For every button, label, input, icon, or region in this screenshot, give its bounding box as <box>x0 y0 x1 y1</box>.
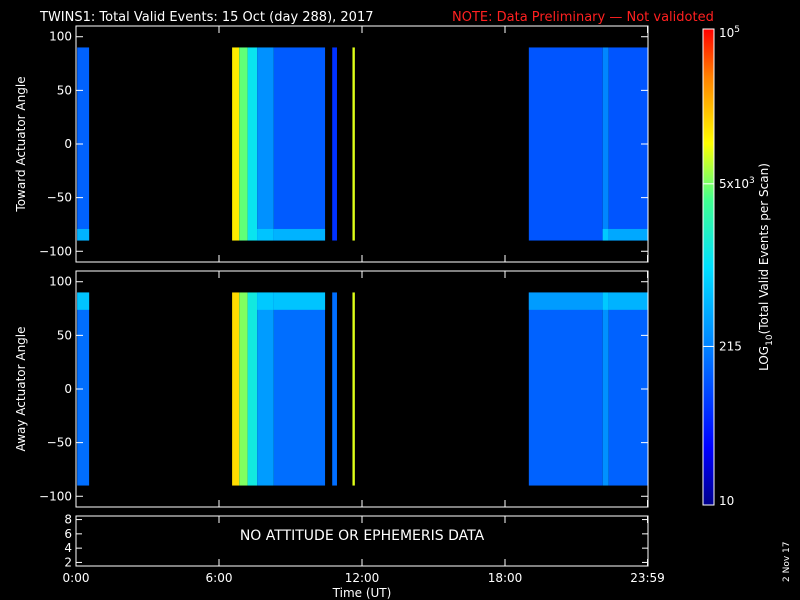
colorbar-tick-label: 10 <box>719 494 734 508</box>
data-block-edge <box>273 228 326 241</box>
data-block-edge <box>273 292 326 310</box>
data-block <box>247 47 258 241</box>
data-block-edge <box>528 292 603 310</box>
y-tick-label: −100 <box>39 489 72 503</box>
colorbar-tick-label: 215 <box>719 339 742 353</box>
data-block <box>232 47 240 241</box>
data-block <box>528 292 603 486</box>
colorbar-label: LOG10(Total Valid Events per Scan) <box>757 163 775 371</box>
preliminary-note: NOTE: Data Preliminary — Not validoted <box>452 10 714 25</box>
colorbar-tick-label: 105 <box>719 25 740 40</box>
data-block <box>77 47 90 241</box>
data-block <box>352 292 355 486</box>
data-block <box>239 292 248 486</box>
data-block <box>77 292 90 486</box>
data-block-edge <box>257 228 274 241</box>
x-tick-label: 6:00 <box>206 571 233 585</box>
y-tick-label: 0 <box>64 137 72 151</box>
data-block <box>332 292 337 486</box>
data-block <box>602 292 609 486</box>
y-tick-label: 0 <box>64 382 72 396</box>
x-tick-label: 23:59 <box>630 571 665 585</box>
data-block <box>232 292 240 486</box>
data-block <box>247 292 258 486</box>
y-tick-label: 50 <box>57 83 72 97</box>
data-block-edge <box>608 292 648 310</box>
y-tick-label: −100 <box>39 244 72 258</box>
y-tick-label: 8 <box>64 513 72 527</box>
date-stamp: 2 Nov 17 <box>782 542 792 582</box>
y-tick-label: 2 <box>64 555 72 569</box>
x-tick-label: 0:00 <box>63 571 90 585</box>
time-axis: 0:00 6:00 12:00 18:00 23:59 Time (UT) <box>63 571 665 600</box>
colorbar-gradient <box>703 29 714 505</box>
data-block <box>602 47 609 241</box>
y-tick-label: 4 <box>64 541 72 555</box>
y-tick-label: 6 <box>64 527 72 541</box>
x-axis-label: Time (UT) <box>332 586 392 600</box>
colorbar: 10 215 5x103 105 LOG10(Total Valid Events pe… <box>702 25 775 508</box>
chart-title: TWINS1: Total Valid Events: 15 Oct (day … <box>39 10 374 25</box>
data-block-edge <box>602 228 609 241</box>
y-tick-label: −50 <box>47 191 72 205</box>
data-block <box>352 47 355 241</box>
y-tick-label: 100 <box>49 275 72 289</box>
y-tick-label: −50 <box>47 436 72 450</box>
toward-panel: 100 50 0 −50 −100 Toward Actuator Angle <box>14 25 649 263</box>
data-block-edge <box>77 228 90 241</box>
away-panel: 100 50 0 −50 −100 Away Actuator Angle <box>14 270 649 508</box>
data-block <box>273 292 326 486</box>
data-block-edge <box>608 228 648 241</box>
data-block <box>239 47 248 241</box>
data-block <box>273 47 326 241</box>
y-axis-label: Away Actuator Angle <box>14 326 28 451</box>
data-block <box>257 47 274 241</box>
data-block-edge <box>602 292 609 310</box>
colorbar-tick-label: 5x103 <box>719 176 755 191</box>
data-block <box>528 47 603 241</box>
no-data-message: NO ATTITUDE OR EPHEMERIS DATA <box>240 528 485 544</box>
data-block <box>332 47 337 241</box>
y-axis-label: Toward Actuator Angle <box>14 76 28 212</box>
data-block <box>257 292 274 486</box>
x-tick-label: 18:00 <box>488 571 523 585</box>
x-tick-label: 12:00 <box>345 571 380 585</box>
y-tick-label: 50 <box>57 328 72 342</box>
data-block-edge <box>77 292 90 310</box>
y-tick-label: 100 <box>49 30 72 44</box>
data-block-edge <box>257 292 274 310</box>
